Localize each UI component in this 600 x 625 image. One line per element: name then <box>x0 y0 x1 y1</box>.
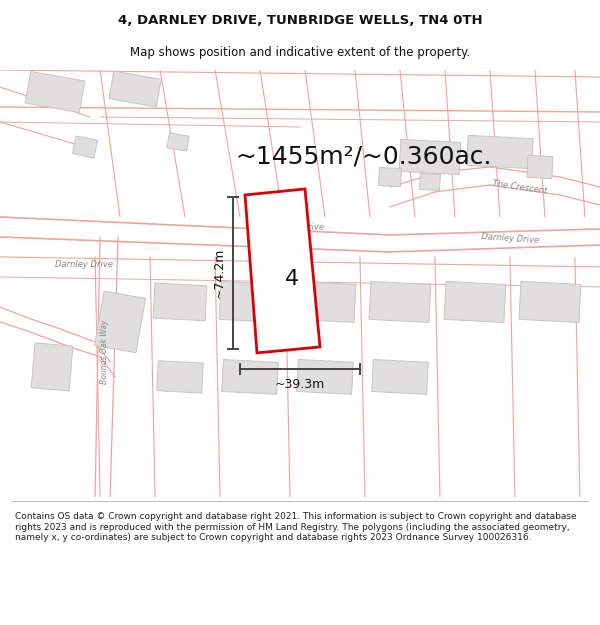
Polygon shape <box>294 281 356 322</box>
Polygon shape <box>369 281 431 322</box>
Polygon shape <box>297 359 353 394</box>
Text: 4, DARNLEY DRIVE, TUNBRIDGE WELLS, TN4 0TH: 4, DARNLEY DRIVE, TUNBRIDGE WELLS, TN4 0… <box>118 14 482 28</box>
Polygon shape <box>527 156 553 179</box>
Text: ~1455m²/~0.360ac.: ~1455m²/~0.360ac. <box>235 145 491 169</box>
Polygon shape <box>444 281 506 322</box>
Polygon shape <box>167 133 189 151</box>
Polygon shape <box>379 168 401 186</box>
Text: The Crescent: The Crescent <box>492 179 548 195</box>
Text: Darnley Drive: Darnley Drive <box>266 224 324 232</box>
Polygon shape <box>31 343 73 391</box>
Text: Darnley Drive: Darnley Drive <box>55 261 113 269</box>
Polygon shape <box>153 283 207 321</box>
Text: 4: 4 <box>285 269 299 289</box>
Polygon shape <box>95 291 146 352</box>
Text: Contains OS data © Crown copyright and database right 2021. This information is : Contains OS data © Crown copyright and d… <box>15 512 577 542</box>
Text: ~39.3m: ~39.3m <box>275 378 325 391</box>
Polygon shape <box>219 281 281 322</box>
Polygon shape <box>371 359 428 394</box>
Polygon shape <box>519 281 581 322</box>
Text: ~74.2m: ~74.2m <box>212 248 226 298</box>
Polygon shape <box>419 174 440 191</box>
Text: Darnley Drive: Darnley Drive <box>481 232 539 246</box>
Polygon shape <box>25 71 85 112</box>
Polygon shape <box>399 139 461 174</box>
Text: Bounds Oak Way: Bounds Oak Way <box>100 319 109 384</box>
Polygon shape <box>222 359 278 394</box>
Polygon shape <box>109 71 161 107</box>
Polygon shape <box>73 136 98 158</box>
Polygon shape <box>467 135 533 169</box>
Text: Map shows position and indicative extent of the property.: Map shows position and indicative extent… <box>130 46 470 59</box>
Polygon shape <box>245 189 320 353</box>
Polygon shape <box>157 361 203 393</box>
